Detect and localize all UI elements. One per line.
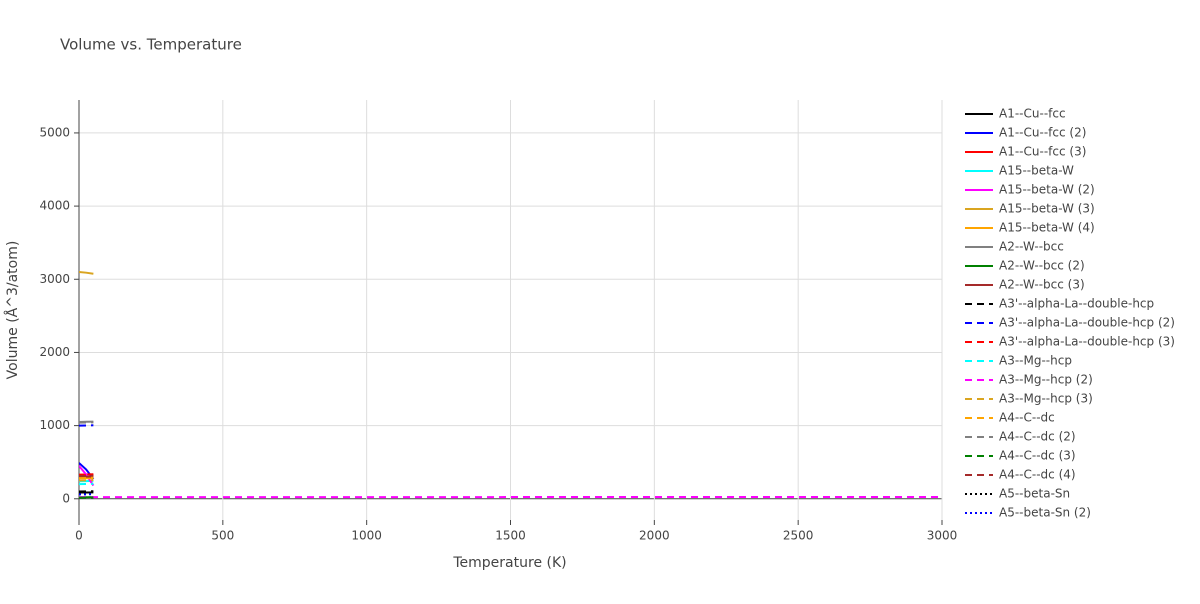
x-tick-label: 2000 bbox=[639, 529, 670, 543]
legend-label: A15--beta-W (2) bbox=[999, 183, 1095, 197]
legend-label: A1--Cu--fcc bbox=[999, 107, 1066, 121]
legend-label: A1--Cu--fcc (2) bbox=[999, 126, 1086, 140]
legend-label: A3--Mg--hcp (2) bbox=[999, 373, 1093, 387]
y-tick-label: 5000 bbox=[39, 125, 70, 139]
legend-label: A2--W--bcc (2) bbox=[999, 259, 1085, 273]
x-tick-label: 1000 bbox=[351, 529, 382, 543]
legend-label: A4--C--dc (4) bbox=[999, 468, 1076, 482]
legend-label: A3--Mg--hcp (3) bbox=[999, 392, 1093, 406]
x-tick-label: 0 bbox=[75, 529, 83, 543]
x-tick-label: 3000 bbox=[927, 529, 958, 543]
legend-label: A3'--alpha-La--double-hcp (2) bbox=[999, 316, 1175, 330]
x-tick-label: 500 bbox=[211, 529, 234, 543]
legend-label: A2--W--bcc (3) bbox=[999, 278, 1085, 292]
y-tick-label: 4000 bbox=[39, 199, 70, 213]
x-tick-label: 2500 bbox=[783, 529, 814, 543]
y-tick-label: 3000 bbox=[39, 272, 70, 286]
y-tick-label: 1000 bbox=[39, 418, 70, 432]
legend-label: A15--beta-W (3) bbox=[999, 202, 1095, 216]
legend-label: A4--C--dc bbox=[999, 411, 1055, 425]
y-axis-title: Volume (Å^3/atom) bbox=[4, 241, 21, 380]
legend-label: A3'--alpha-La--double-hcp (3) bbox=[999, 335, 1175, 349]
legend-label: A5--beta-Sn bbox=[999, 487, 1070, 501]
legend-label: A15--beta-W (4) bbox=[999, 221, 1095, 235]
legend-label: A5--beta-Sn (2) bbox=[999, 506, 1091, 520]
legend-label: A4--C--dc (3) bbox=[999, 449, 1076, 463]
legend-label: A1--Cu--fcc (3) bbox=[999, 145, 1086, 159]
series-line bbox=[79, 272, 93, 274]
y-tick-label: 0 bbox=[62, 491, 70, 505]
legend-label: A3--Mg--hcp bbox=[999, 354, 1072, 368]
chart-title: Volume vs. Temperature bbox=[60, 36, 242, 54]
legend-label: A4--C--dc (2) bbox=[999, 430, 1076, 444]
legend-label: A15--beta-W bbox=[999, 164, 1074, 178]
x-axis-title: Temperature (K) bbox=[452, 555, 566, 571]
x-tick-label: 1500 bbox=[495, 529, 526, 543]
y-tick-label: 2000 bbox=[39, 345, 70, 359]
legend-label: A3'--alpha-La--double-hcp bbox=[999, 297, 1154, 311]
legend-label: A2--W--bcc bbox=[999, 240, 1064, 254]
